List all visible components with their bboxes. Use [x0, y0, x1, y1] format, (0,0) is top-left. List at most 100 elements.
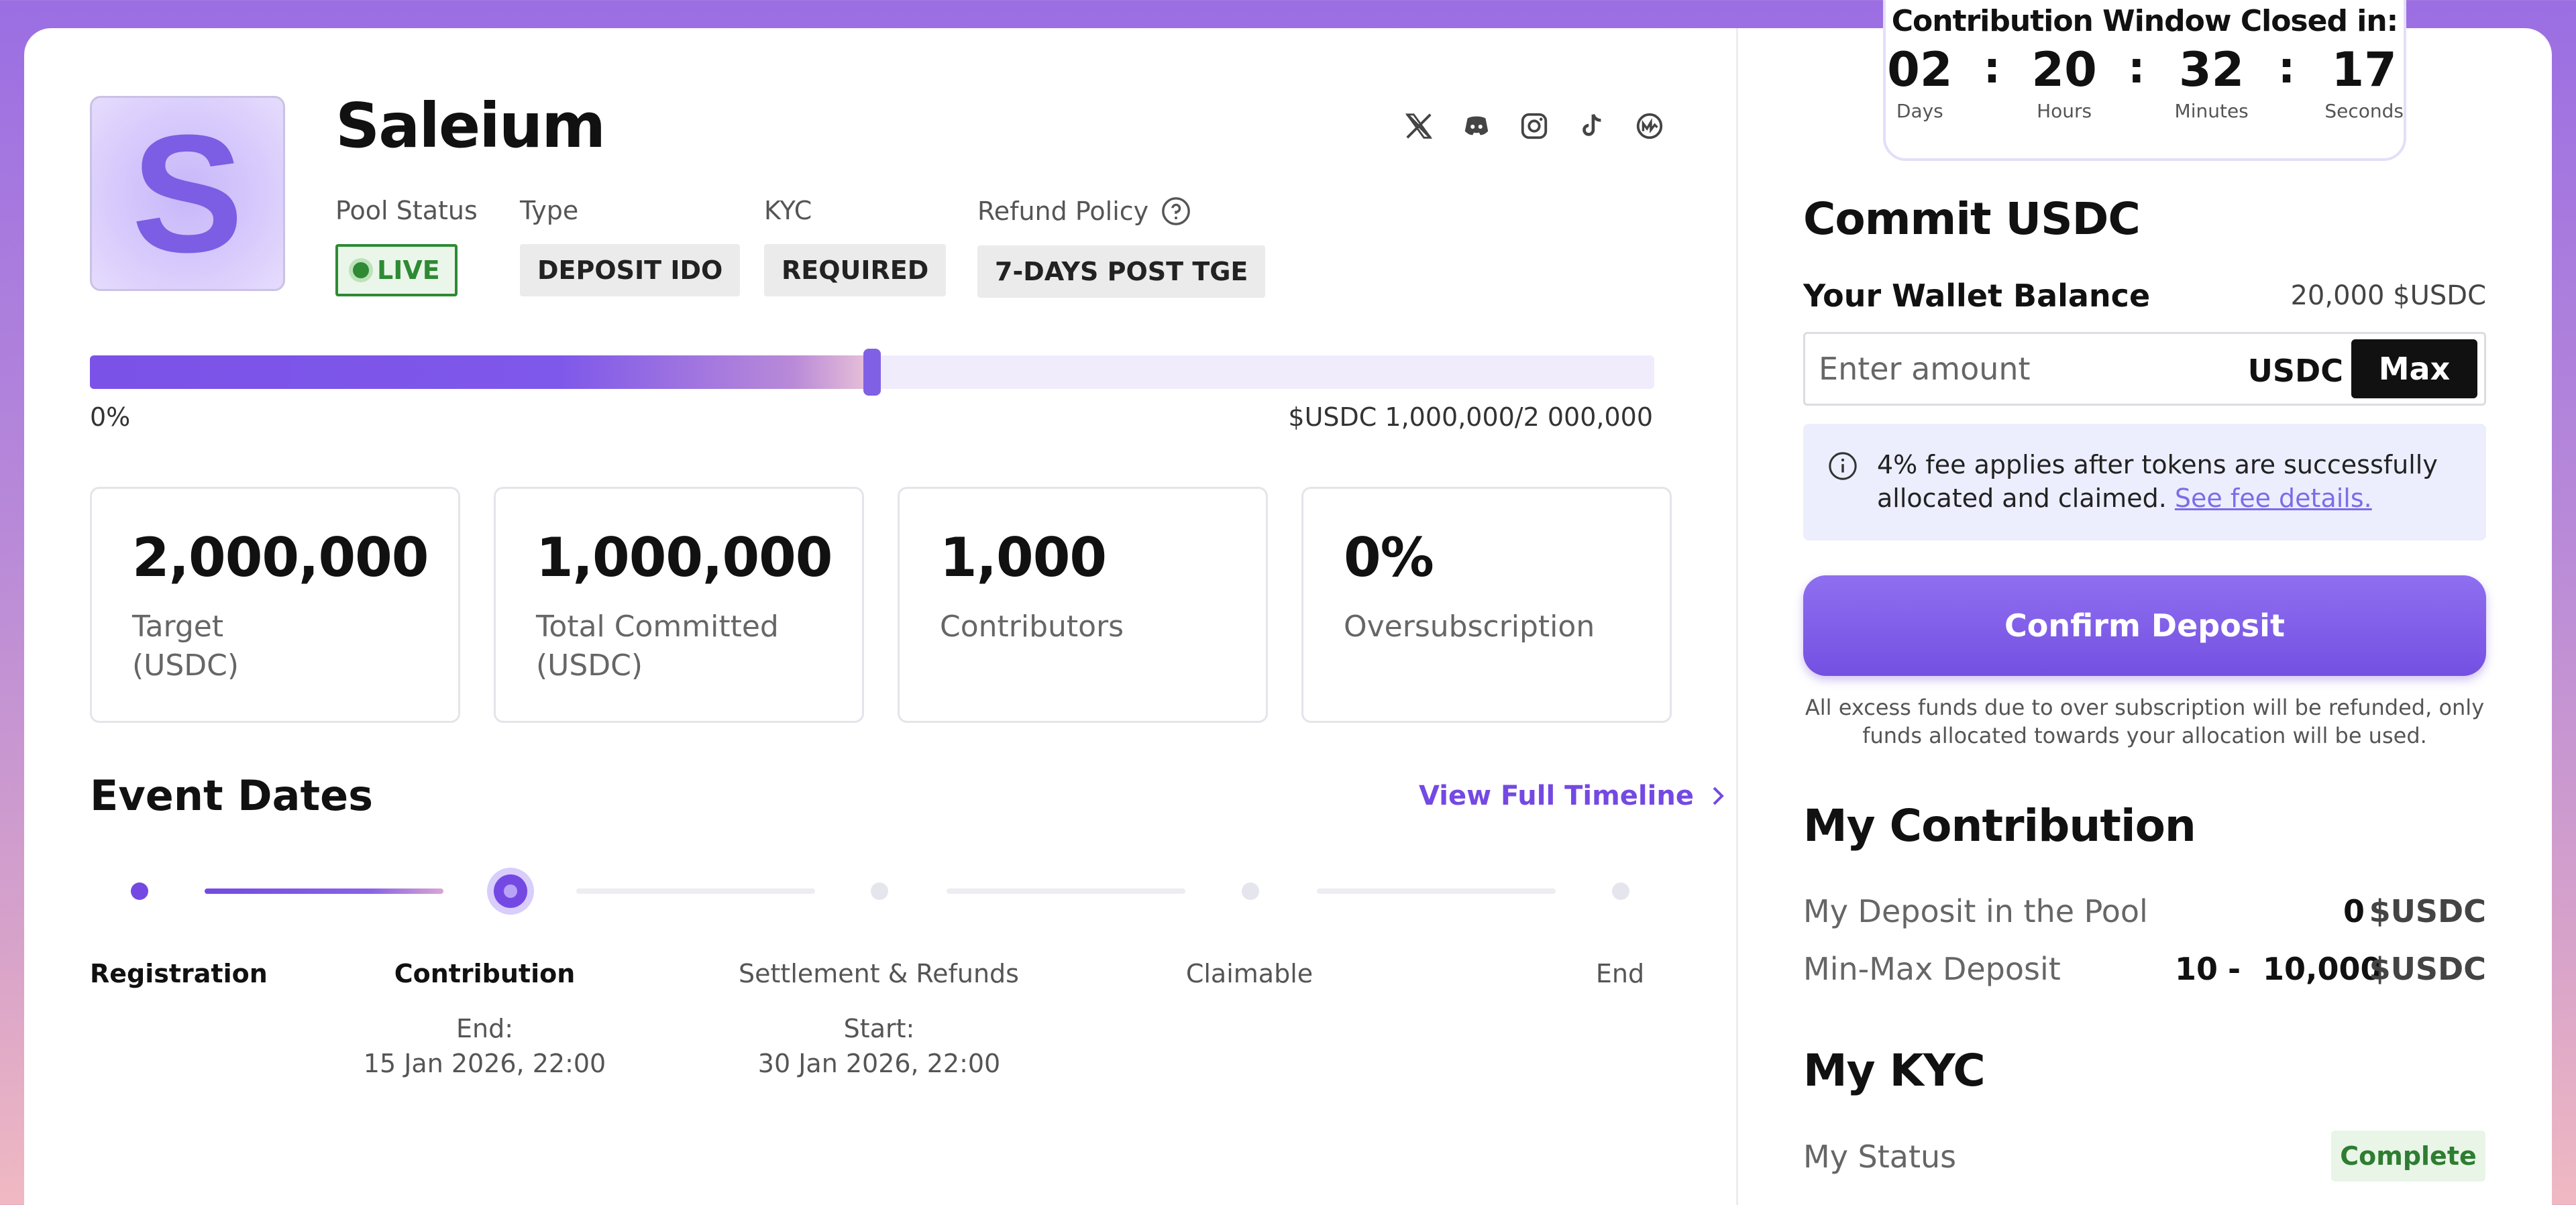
- fee-notice: 4% fee applies after tokens are successf…: [1803, 424, 2486, 540]
- countdown-hours-label: Hours: [2037, 100, 2092, 122]
- progress-max-label: $USDC 1,000,000/2 000,000: [1288, 402, 1653, 432]
- timeline-contribution-sub2: 15 Jan 2026, 22:00: [363, 1049, 606, 1078]
- timeline-label-registration: Registration: [90, 959, 268, 988]
- countdown-days: 02 Days: [1886, 42, 1954, 122]
- progress-fill: [90, 355, 872, 389]
- countdown-seconds-label: Seconds: [2324, 100, 2404, 122]
- live-badge-text: LIVE: [377, 255, 440, 285]
- stat-contributors: 1,000 Contributors: [898, 487, 1268, 723]
- min-max-deposit-unit: $USDC: [2369, 951, 2486, 987]
- progress-bar: [90, 349, 1654, 396]
- amount-unit: USDC: [2247, 353, 2343, 389]
- pool-refund: Refund Policy 7-DAYS POST TGE: [977, 196, 1266, 298]
- countdown-separator: :: [2277, 44, 2296, 93]
- panel-divider: [1736, 28, 1738, 1205]
- pool-logo-letter: S: [131, 99, 244, 287]
- deposit-in-pool-value: 0: [2343, 893, 2365, 929]
- max-button[interactable]: Max: [2351, 339, 2477, 398]
- timeline-line-3: [947, 888, 1185, 894]
- countdown-days-label: Days: [1896, 100, 1943, 122]
- pool-kyc: KYC REQUIRED: [764, 196, 947, 296]
- pool-type-label: Type: [520, 196, 579, 225]
- stat-total-committed: 1,000,000 Total Committed (USDC): [494, 487, 864, 723]
- countdown-title: Contribution Window Closed in:: [1891, 4, 2399, 38]
- timeline-label-claimable: Claimable: [1185, 959, 1313, 988]
- timeline-settlement-sub1: Start:: [843, 1014, 915, 1043]
- social-links: [1402, 109, 1666, 143]
- x-icon[interactable]: [1402, 109, 1436, 143]
- pool-type: Type DEPOSIT IDO: [520, 196, 741, 296]
- refund-policy-label: Refund Policy: [977, 196, 1149, 226]
- coinmarketcap-icon[interactable]: [1633, 109, 1666, 143]
- deposit-in-pool-label: My Deposit in the Pool: [1803, 893, 2148, 929]
- amount-input[interactable]: [1819, 334, 2194, 404]
- live-dot-icon: [353, 262, 369, 278]
- progress-min-label: 0%: [90, 402, 131, 432]
- countdown-seconds: 17 Seconds: [2324, 42, 2404, 122]
- stat-label: Total Committed (USDC): [536, 610, 779, 683]
- timeline-contribution-dates: End: 15 Jan 2026, 22:00: [342, 1011, 627, 1081]
- range-separator: -: [2228, 951, 2241, 987]
- timeline-label-settlement: Settlement & Refunds: [739, 959, 1019, 988]
- timeline-settlement-dates: Start: 30 Jan 2026, 22:00: [737, 1011, 1022, 1081]
- stat-value: 0%: [1344, 526, 1434, 589]
- fee-text: 4% fee applies after tokens are successf…: [1877, 450, 2438, 513]
- tiktok-icon[interactable]: [1575, 109, 1609, 143]
- pool-status: Pool Status LIVE: [335, 196, 478, 296]
- discord-icon[interactable]: [1460, 109, 1493, 143]
- instagram-icon[interactable]: [1517, 109, 1551, 143]
- timeline-dot-contribution: [494, 874, 527, 908]
- my-contribution-title: My Contribution: [1803, 800, 2196, 852]
- timeline-dot-registration: [131, 882, 148, 900]
- refund-note: All excess funds due to over subscriptio…: [1805, 695, 2485, 748]
- timeline-dot-end: [1612, 882, 1629, 900]
- countdown-hours-value: 20: [2031, 42, 2097, 97]
- wallet-balance-value: 20,000 $USDC: [2290, 280, 2486, 311]
- confirm-deposit-button[interactable]: Confirm Deposit: [1803, 575, 2486, 676]
- timeline-label-end: End: [1595, 959, 1645, 988]
- stat-oversubscription: 0% Oversubscription: [1301, 487, 1672, 723]
- pool-logo: S: [90, 96, 285, 291]
- deposit-in-pool-unit: $USDC: [2369, 893, 2486, 929]
- countdown-separator: :: [1983, 44, 2001, 93]
- commit-title: Commit USDC: [1803, 193, 2141, 245]
- timeline-dot-claimable: [1242, 882, 1259, 900]
- stat-label: Target (USDC): [132, 610, 239, 683]
- countdown-minutes-value: 32: [2178, 42, 2245, 97]
- min-deposit-value: 10: [2175, 951, 2218, 987]
- kyc-status-label: My Status: [1803, 1139, 1957, 1175]
- live-badge: LIVE: [335, 244, 458, 296]
- stat-label: Oversubscription: [1344, 610, 1595, 644]
- refund-policy-badge: 7-DAYS POST TGE: [977, 245, 1266, 298]
- progress-handle: [863, 349, 881, 396]
- countdown-row: 02 Days : 20 Hours : 32 Minutes : 17 Sec…: [1886, 42, 2404, 122]
- stat-target: 2,000,000 Target (USDC): [90, 487, 460, 723]
- fee-details-link[interactable]: See fee details.: [2174, 483, 2372, 513]
- timeline-line-2: [576, 888, 815, 894]
- view-full-timeline-label: View Full Timeline: [1419, 781, 1694, 811]
- help-icon[interactable]: [1161, 196, 1191, 227]
- countdown-hours: 20 Hours: [2030, 42, 2098, 122]
- timeline-dot-settlement: [871, 882, 888, 900]
- timeline-contribution-sub1: End:: [455, 1014, 514, 1043]
- info-icon: [1829, 452, 1857, 480]
- timeline-line-4: [1317, 888, 1556, 894]
- kyc-status-badge: Complete: [2331, 1131, 2485, 1182]
- refund-policy-row: Refund Policy: [977, 196, 1265, 227]
- countdown-days-value: 02: [1887, 42, 1953, 97]
- stat-label: Contributors: [940, 610, 1124, 644]
- timeline-line-1: [205, 888, 443, 894]
- amount-field: USDC Max: [1803, 332, 2486, 406]
- pool-kyc-badge: REQUIRED: [764, 244, 947, 296]
- wallet-balance-label: Your Wallet Balance: [1803, 278, 2151, 314]
- countdown-minutes: 32 Minutes: [2175, 42, 2249, 122]
- countdown-separator: :: [2127, 44, 2145, 93]
- timeline-label-contribution: Contribution: [394, 959, 576, 988]
- pool-status-label: Pool Status: [335, 196, 478, 225]
- stat-value: 2,000,000: [132, 526, 429, 589]
- chevron-right-icon: [1713, 787, 1724, 805]
- min-max-deposit-label: Min-Max Deposit: [1803, 951, 2061, 987]
- countdown-minutes-label: Minutes: [2174, 100, 2249, 122]
- view-full-timeline-link[interactable]: View Full Timeline: [1419, 781, 1727, 811]
- pool-kyc-label: KYC: [764, 196, 812, 225]
